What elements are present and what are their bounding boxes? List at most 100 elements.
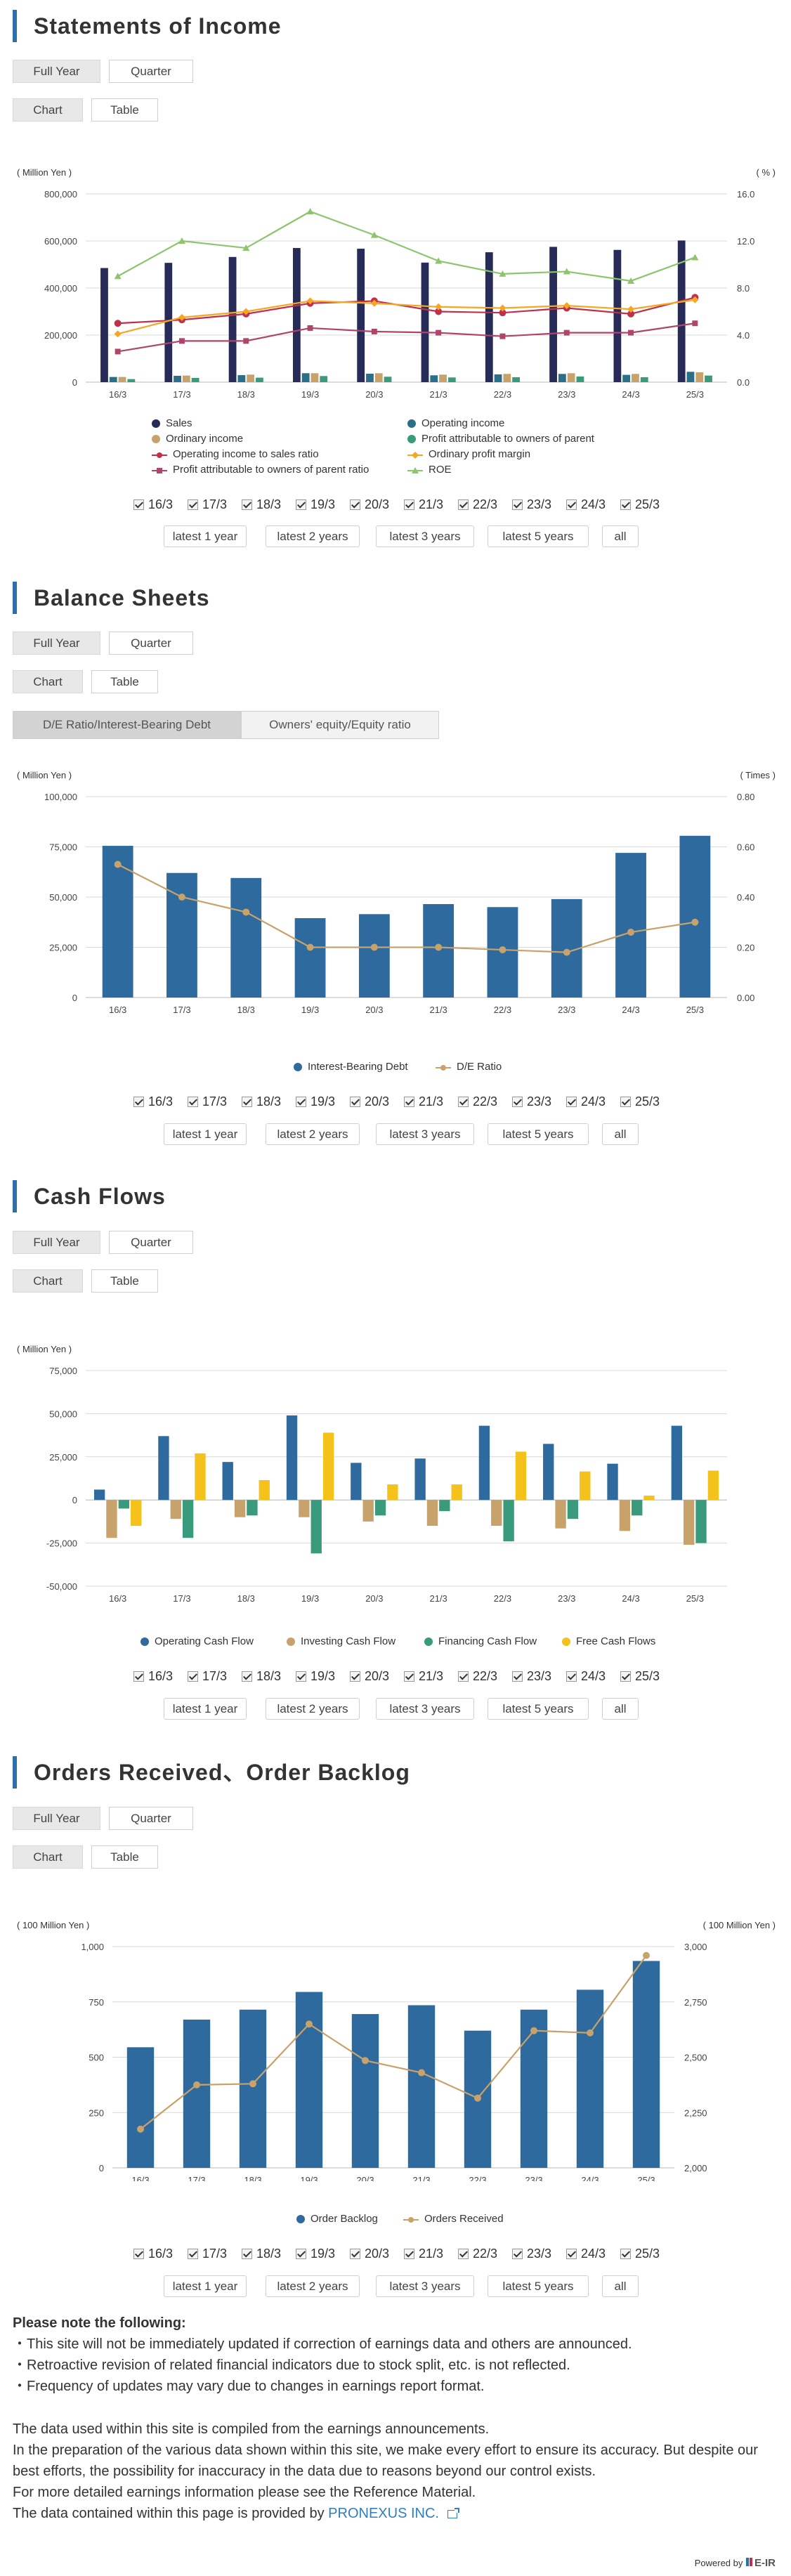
bar-operating-income[interactable] [494, 374, 502, 382]
bar-order-backlog[interactable] [351, 2014, 379, 2168]
bar-profit-attributable-to-owners-of-parent[interactable] [512, 377, 521, 382]
bar-interest-bearing-debt[interactable] [615, 853, 646, 998]
bar-operating-cash-flow[interactable] [478, 1425, 490, 1501]
bar-operating-cash-flow[interactable] [222, 1462, 233, 1501]
year-checkbox[interactable]: 19/3 [296, 1094, 335, 1109]
range-button-latest-5-years[interactable]: latest 5 years [488, 1698, 589, 1720]
year-checkbox[interactable]: 16/3 [133, 2247, 173, 2261]
income-tab-chart[interactable]: Chart [13, 98, 83, 122]
bar-ordinary-income[interactable] [247, 374, 255, 382]
bar-order-backlog[interactable] [126, 2047, 155, 2168]
cashflow-tab-table[interactable]: Table [91, 1269, 158, 1293]
balance-subtab-equity[interactable]: Owners' equity/Equity ratio [241, 711, 439, 739]
bar-free-cash-flows[interactable] [515, 1451, 527, 1501]
range-button-latest-5-years[interactable]: latest 5 years [488, 2275, 589, 2297]
year-checkbox[interactable]: 23/3 [512, 2247, 551, 2261]
range-button-latest-2-years[interactable]: latest 2 years [266, 2275, 360, 2297]
bar-sales[interactable] [677, 240, 686, 382]
bar-free-cash-flows[interactable] [387, 1484, 398, 1501]
legend-item-free-cash-flows[interactable]: Free Cash Flows [562, 1635, 655, 1647]
orders-tab-chart[interactable]: Chart [13, 1845, 83, 1869]
bar-investing-cash-flow[interactable] [684, 1500, 695, 1545]
orders-tab-table[interactable]: Table [91, 1845, 158, 1869]
year-checkbox[interactable]: 24/3 [566, 497, 606, 512]
bar-operating-cash-flow[interactable] [286, 1415, 298, 1501]
range-button-latest-2-years[interactable]: latest 2 years [266, 1698, 360, 1720]
bar-financing-cash-flow[interactable] [503, 1500, 514, 1542]
cashflow-tab-quarter[interactable]: Quarter [109, 1231, 193, 1254]
legend-item-profit-attributable-to-owners-of-parent[interactable]: Profit attributable to owners of parent [407, 433, 594, 445]
bar-order-backlog[interactable] [632, 1961, 660, 2168]
bar-operating-income[interactable] [237, 374, 246, 382]
income-tab-full-year[interactable]: Full Year [13, 60, 100, 83]
year-checkbox[interactable]: 22/3 [458, 2247, 497, 2261]
year-checkbox[interactable]: 16/3 [133, 497, 173, 512]
legend-item-interest-bearing-debt[interactable]: Interest-Bearing Debt [294, 1061, 408, 1073]
bar-operating-cash-flow[interactable] [607, 1463, 618, 1501]
year-checkbox[interactable]: 21/3 [404, 2247, 443, 2261]
bar-investing-cash-flow[interactable] [362, 1500, 374, 1522]
range-button-latest-3-years[interactable]: latest 3 years [376, 1123, 474, 1145]
bar-interest-bearing-debt[interactable] [679, 835, 711, 998]
bar-financing-cash-flow[interactable] [118, 1500, 129, 1509]
year-checkbox[interactable]: 25/3 [620, 497, 660, 512]
year-checkbox[interactable]: 18/3 [242, 497, 281, 512]
bar-interest-bearing-debt[interactable] [294, 918, 326, 998]
legend-item-operating-income[interactable]: Operating income [407, 417, 504, 429]
bar-ordinary-income[interactable] [567, 373, 575, 382]
bar-operating-income[interactable] [301, 373, 310, 382]
year-checkbox[interactable]: 17/3 [188, 1669, 227, 1684]
year-checkbox[interactable]: 17/3 [188, 1094, 227, 1109]
year-checkbox[interactable]: 25/3 [620, 1669, 660, 1684]
bar-interest-bearing-debt[interactable] [230, 877, 262, 998]
bar-free-cash-flows[interactable] [130, 1500, 142, 1526]
range-button-latest-5-years[interactable]: latest 5 years [488, 1123, 589, 1145]
legend-item-orders-received[interactable]: Orders Received [403, 2213, 504, 2225]
bar-ordinary-income[interactable] [182, 375, 190, 382]
legend-item-investing-cash-flow[interactable]: Investing Cash Flow [287, 1635, 396, 1647]
range-button-latest-3-years[interactable]: latest 3 years [376, 525, 474, 547]
bar-financing-cash-flow[interactable] [310, 1500, 322, 1554]
year-checkbox[interactable]: 24/3 [566, 2247, 606, 2261]
bar-operating-income[interactable] [430, 375, 438, 382]
bar-profit-attributable-to-owners-of-parent[interactable] [705, 375, 712, 382]
bar-operating-income[interactable] [366, 373, 374, 382]
legend-item-order-backlog[interactable]: Order Backlog [296, 2213, 378, 2225]
year-checkbox[interactable]: 22/3 [458, 1669, 497, 1684]
bar-ordinary-income[interactable] [439, 374, 447, 382]
bar-operating-cash-flow[interactable] [351, 1463, 362, 1501]
year-checkbox[interactable]: 16/3 [133, 1669, 173, 1684]
range-button-all[interactable]: all [602, 2275, 639, 2297]
bar-order-backlog[interactable] [239, 2009, 267, 2168]
income-tab-table[interactable]: Table [91, 98, 158, 122]
bar-order-backlog[interactable] [407, 2005, 436, 2168]
legend-item-ordinary-income[interactable]: Ordinary income [152, 433, 243, 445]
year-checkbox[interactable]: 20/3 [350, 1669, 389, 1684]
bar-interest-bearing-debt[interactable] [358, 914, 390, 998]
legend-item-sales[interactable]: Sales [152, 417, 192, 429]
legend-item-operating-income-to-sales-ratio[interactable]: Operating income to sales ratio [152, 448, 319, 460]
bar-operating-cash-flow[interactable] [671, 1425, 683, 1501]
year-checkbox[interactable]: 19/3 [296, 2247, 335, 2261]
legend-item-roe[interactable]: ROE [407, 464, 452, 476]
range-button-latest-1-year[interactable]: latest 1 year [164, 2275, 247, 2297]
year-checkbox[interactable]: 18/3 [242, 1669, 281, 1684]
bar-operating-cash-flow[interactable] [93, 1489, 105, 1501]
external-link-icon[interactable] [447, 2508, 459, 2518]
year-checkbox[interactable]: 18/3 [242, 2247, 281, 2261]
bar-investing-cash-flow[interactable] [491, 1500, 502, 1526]
orders-tab-quarter[interactable]: Quarter [109, 1807, 193, 1830]
bar-ordinary-income[interactable] [503, 374, 511, 382]
balance-tab-full-year[interactable]: Full Year [13, 632, 100, 655]
bar-operating-income[interactable] [686, 372, 695, 382]
bar-sales[interactable] [357, 249, 365, 382]
bar-operating-income[interactable] [622, 374, 631, 382]
bar-sales[interactable] [164, 263, 173, 382]
bar-interest-bearing-debt[interactable] [102, 846, 133, 998]
bar-interest-bearing-debt[interactable] [423, 904, 455, 998]
bar-free-cash-flows[interactable] [195, 1453, 206, 1501]
year-checkbox[interactable]: 24/3 [566, 1094, 606, 1109]
bar-profit-attributable-to-owners-of-parent[interactable] [384, 377, 392, 382]
bar-order-backlog[interactable] [520, 2009, 548, 2168]
year-checkbox[interactable]: 25/3 [620, 1094, 660, 1109]
